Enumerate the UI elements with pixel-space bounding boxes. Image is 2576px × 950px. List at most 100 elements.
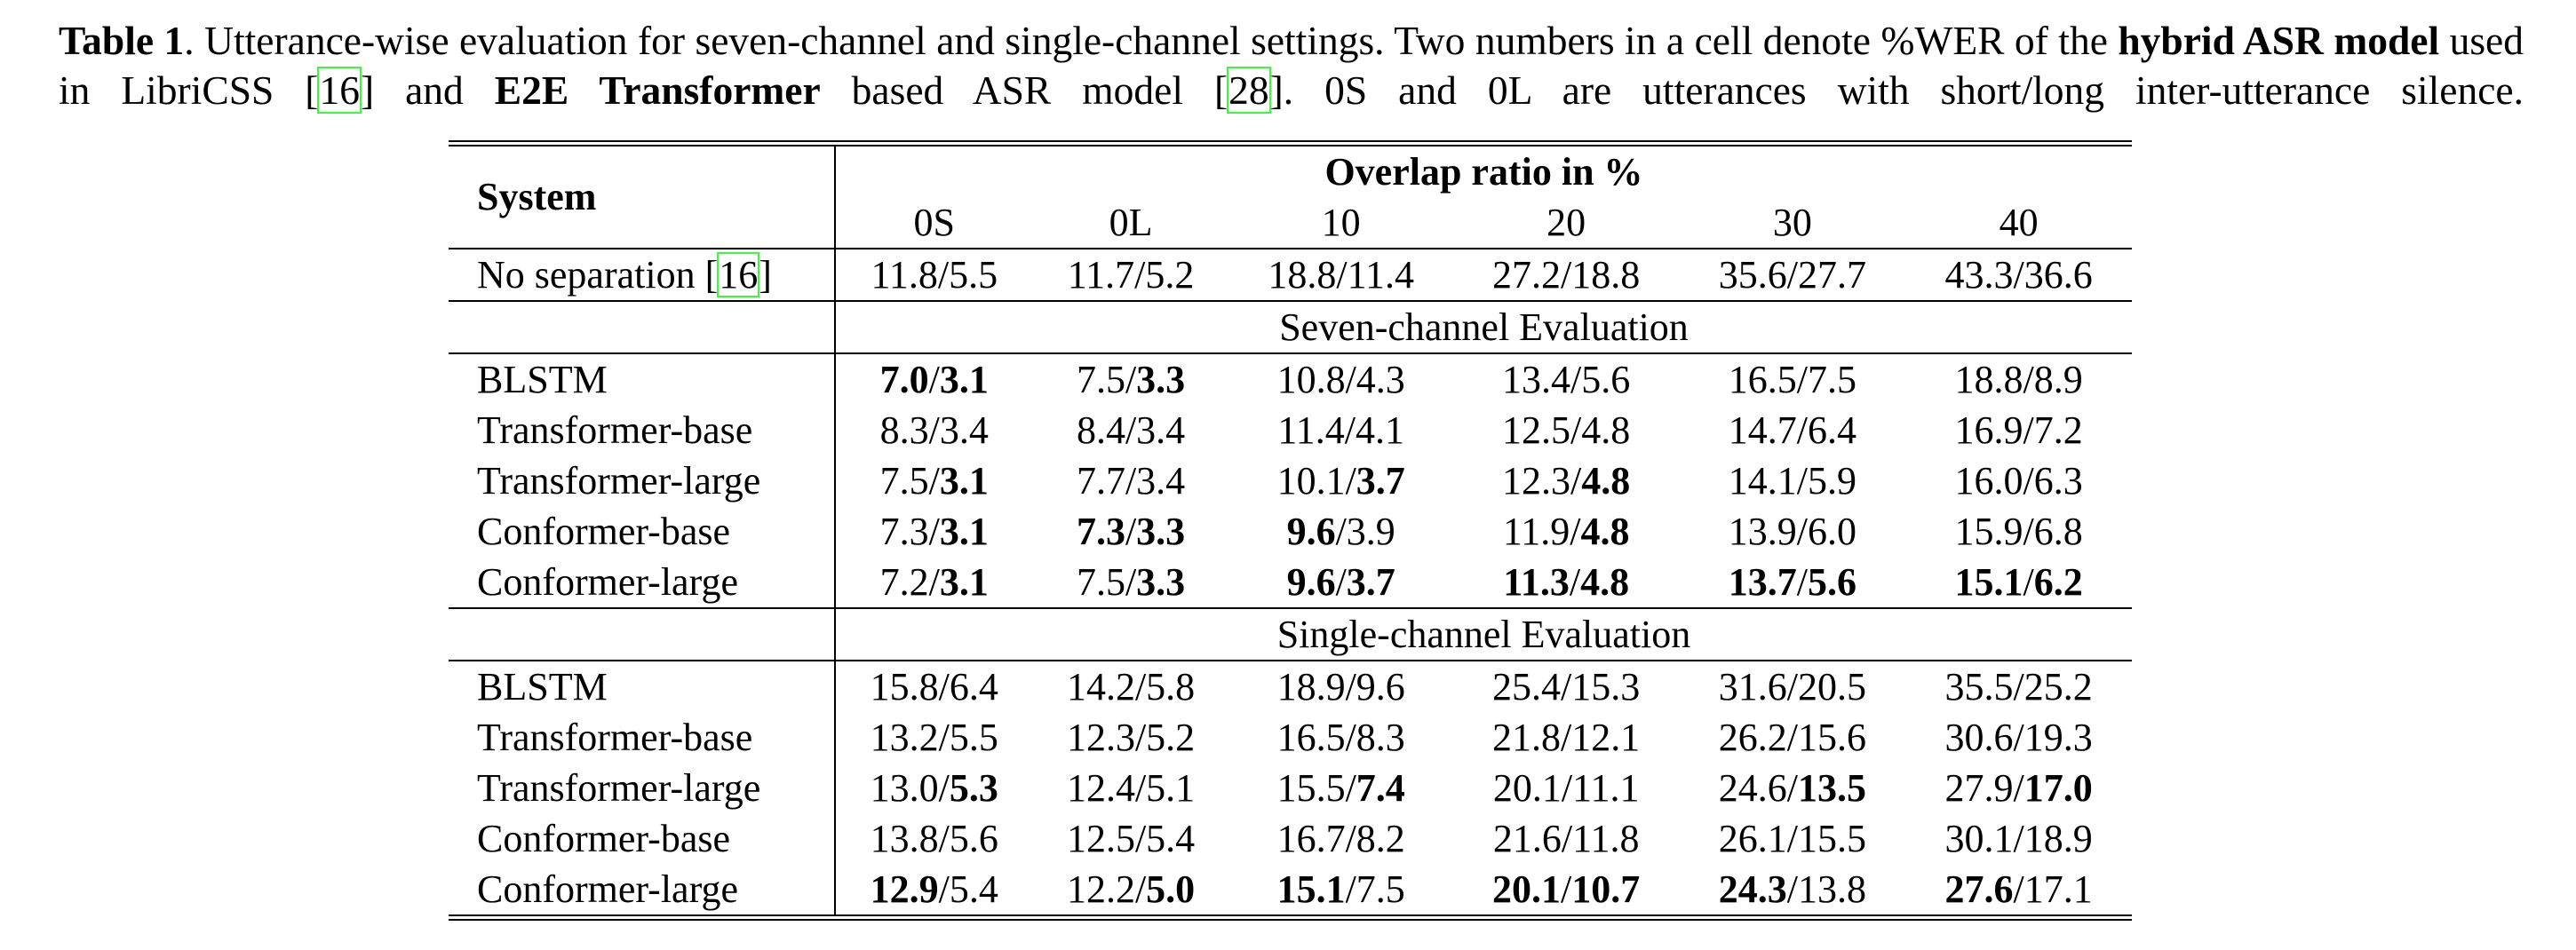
e2e-wer: 3.4 xyxy=(1136,458,1186,503)
hybrid-wer: 27.2 xyxy=(1492,252,1562,297)
e2e-wer: 5.2 xyxy=(1145,252,1195,297)
separator: / xyxy=(1134,867,1147,911)
wer-cell: 7.5/3.3 xyxy=(1032,557,1229,609)
hybrid-wer: 14.7 xyxy=(1728,408,1797,452)
table-caption: Table 1. Utterance-wise evaluation for s… xyxy=(59,16,2524,115)
e2e-wer: 20.5 xyxy=(1797,664,1866,709)
wer-cell: 13.2/5.5 xyxy=(835,712,1033,763)
hybrid-wer: 11.8 xyxy=(871,252,938,297)
separator: / xyxy=(937,252,950,297)
hybrid-wer: 7.5 xyxy=(879,458,929,503)
e2e-wer: 4.8 xyxy=(1580,509,1630,553)
hybrid-wer: 16.5 xyxy=(1276,715,1346,759)
wer-cell: 35.6/27.7 xyxy=(1679,249,1906,302)
hybrid-wer: 10.8 xyxy=(1276,357,1346,401)
caption-run: . Utterance-wise evaluation for seven-ch… xyxy=(184,18,2119,63)
e2e-wer: 11.8 xyxy=(1572,816,1640,860)
hybrid-wer: 30.1 xyxy=(1944,816,2014,860)
e2e-wer: 6.0 xyxy=(1807,509,1856,553)
separator: / xyxy=(1796,408,1808,452)
hybrid-wer: 26.1 xyxy=(1718,816,1787,860)
caption-run: hybrid ASR model xyxy=(2118,18,2440,63)
hybrid-wer: 24.6 xyxy=(1718,765,1787,810)
caption-run: ]. 0S and 0L are utterances with short/l… xyxy=(1269,67,2524,113)
wer-cell: 31.6/20.5 xyxy=(1680,661,1906,712)
hybrid-wer: 15.9 xyxy=(1954,509,2023,553)
hybrid-wer: 12.5 xyxy=(1502,408,1571,452)
hybrid-wer: 13.9 xyxy=(1728,509,1797,553)
row-label: Conformer-base xyxy=(449,506,836,557)
wer-cell: 8.4/3.4 xyxy=(1033,405,1229,455)
e2e-wer: 18.8 xyxy=(1571,252,1641,297)
hybrid-wer: 13.2 xyxy=(870,715,939,759)
separator: / xyxy=(1134,765,1147,810)
hybrid-wer: 27.9 xyxy=(1944,765,2014,810)
hybrid-wer: 9.6 xyxy=(1286,559,1336,604)
e2e-wer: 3.3 xyxy=(1136,357,1186,401)
hybrid-wer: 12.3 xyxy=(1066,715,1135,759)
wer-cell: 27.9/17.0 xyxy=(1905,763,2132,813)
citation: 28 xyxy=(1227,67,1271,114)
separator: / xyxy=(1125,458,1137,503)
separator: / xyxy=(928,408,940,452)
e2e-wer: 17.0 xyxy=(2023,765,2093,810)
row-label: Transformer-large xyxy=(449,763,836,813)
e2e-wer: 5.2 xyxy=(1146,715,1196,759)
wer-cell: 16.0/6.3 xyxy=(1905,455,2132,506)
hybrid-wer: 8.4 xyxy=(1076,408,1125,452)
e2e-wer: 4.3 xyxy=(1356,357,1405,401)
wer-cell: 11.3/4.8 xyxy=(1452,557,1680,609)
wer-cell: 7.2/3.1 xyxy=(835,557,1033,609)
wer-cell: 18.8/8.9 xyxy=(1905,353,2132,405)
hybrid-wer: 13.8 xyxy=(870,816,939,860)
e2e-wer: 3.7 xyxy=(1346,559,1395,604)
wer-cell: 8.3/3.4 xyxy=(835,405,1033,455)
hybrid-wer: 35.6 xyxy=(1718,252,1787,297)
wer-cell: 10.8/4.3 xyxy=(1229,353,1453,405)
separator: / xyxy=(1345,357,1356,401)
separator: / xyxy=(1345,816,1356,860)
e2e-wer: 17.1 xyxy=(2023,867,2093,911)
system-header: System xyxy=(449,140,836,249)
hybrid-wer: 16.0 xyxy=(1954,458,2023,503)
e2e-wer: 3.1 xyxy=(939,559,989,604)
separator: / xyxy=(2013,664,2024,709)
e2e-wer: 11.4 xyxy=(1347,252,1414,297)
wer-cell: 9.6/3.7 xyxy=(1228,557,1453,609)
caption-run: E2E Transformer xyxy=(494,67,821,113)
e2e-wer: 3.3 xyxy=(1136,509,1186,553)
separator: / xyxy=(1569,559,1581,604)
hybrid-wer: 20.1 xyxy=(1492,765,1562,810)
e2e-wer: 5.3 xyxy=(949,765,998,810)
hybrid-wer: 30.6 xyxy=(1944,715,2014,759)
e2e-wer: 3.7 xyxy=(1356,458,1405,503)
wer-cell: 12.5/4.8 xyxy=(1453,405,1680,455)
wer-cell: 12.4/5.1 xyxy=(1033,763,1229,813)
hybrid-wer: 31.6 xyxy=(1718,664,1787,709)
separator: / xyxy=(1786,816,1798,860)
e2e-wer: 5.8 xyxy=(1146,664,1196,709)
separator: / xyxy=(1335,509,1347,553)
hybrid-wer: 18.9 xyxy=(1276,664,1346,709)
separator: / xyxy=(1570,458,1582,503)
e2e-wer: 3.3 xyxy=(1136,559,1186,604)
hybrid-wer: 35.5 xyxy=(1944,664,2014,709)
hybrid-wer: 16.7 xyxy=(1276,816,1346,860)
condition-header: 40 xyxy=(1905,197,2132,249)
data-row: Conformer-large 12.9/5.4 12.2/5.0 15.1/7.5 2… xyxy=(449,864,2132,921)
wer-cell: 26.2/15.6 xyxy=(1680,712,1906,763)
wer-cell: 11.4/4.1 xyxy=(1229,405,1453,455)
wer-cell: 11.9/4.8 xyxy=(1453,506,1680,557)
condition-header: 10 xyxy=(1228,197,1453,249)
hybrid-wer: 20.1 xyxy=(1492,867,1562,911)
section-title: Single-channel Evaluation xyxy=(835,608,2132,661)
separator: / xyxy=(1786,664,1798,709)
separator: / xyxy=(2013,765,2024,810)
section-spacer xyxy=(449,608,836,661)
e2e-wer: 6.3 xyxy=(2033,458,2083,503)
e2e-wer: 19.3 xyxy=(2023,715,2093,759)
e2e-wer: 11.1 xyxy=(1572,765,1640,810)
e2e-wer: 5.5 xyxy=(949,715,998,759)
separator: / xyxy=(938,765,950,810)
separator: / xyxy=(1125,357,1137,401)
